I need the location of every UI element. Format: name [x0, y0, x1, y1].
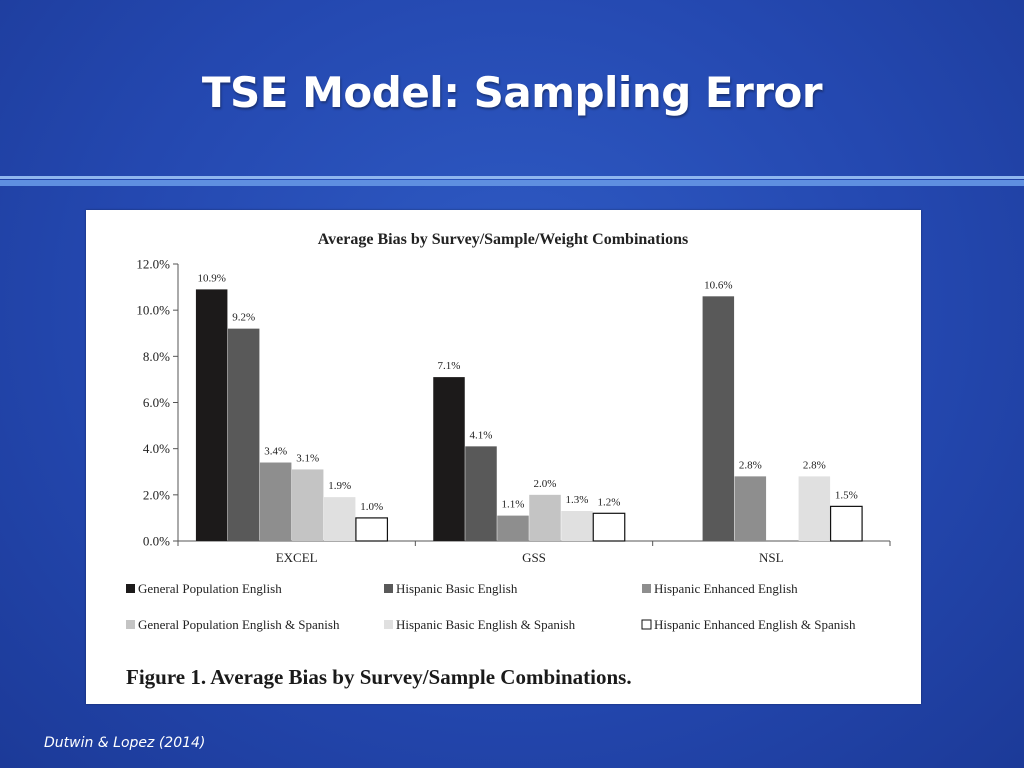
- data-label: 1.2%: [598, 496, 621, 508]
- bar: [355, 517, 389, 542]
- data-label: 3.4%: [264, 446, 287, 458]
- bar: [829, 505, 863, 542]
- data-label: 2.0%: [534, 478, 557, 490]
- legend-swatch: [126, 620, 135, 629]
- data-label: 1.0%: [360, 501, 383, 513]
- y-tick-label: 8.0%: [143, 349, 170, 364]
- y-tick-label: 10.0%: [136, 303, 170, 318]
- bar: [734, 476, 767, 541]
- chart-title: Average Bias by Survey/Sample/Weight Com…: [318, 231, 688, 248]
- slide-title: TSE Model: Sampling Error: [201, 68, 823, 117]
- y-tick-label: 0.0%: [143, 534, 170, 549]
- y-tick-label: 4.0%: [143, 441, 170, 456]
- x-tick-label: NSL: [759, 550, 784, 565]
- bar: [465, 446, 497, 541]
- legend-swatch: [642, 584, 651, 593]
- x-tick-label: EXCEL: [276, 550, 318, 565]
- bar: [291, 469, 324, 541]
- bar: [561, 510, 593, 541]
- data-label: 3.1%: [296, 452, 319, 464]
- bar: [592, 512, 626, 542]
- legend-label: General Population English: [138, 581, 282, 596]
- legend-label: Hispanic Enhanced English: [654, 581, 798, 596]
- bias-bar-chart: Average Bias by Survey/Sample/Weight Com…: [126, 231, 891, 632]
- data-label: 1.3%: [566, 494, 589, 506]
- legend-label: Hispanic Enhanced English & Spanish: [654, 617, 856, 632]
- data-label: 10.6%: [704, 279, 732, 291]
- data-label: 1.5%: [835, 489, 858, 501]
- data-label: 9.2%: [232, 312, 255, 324]
- legend-label: Hispanic Basic English & Spanish: [396, 617, 576, 632]
- bar: [195, 289, 228, 541]
- data-label: 1.9%: [328, 480, 351, 492]
- legend-swatch: [126, 584, 135, 593]
- bar: [323, 497, 356, 541]
- legend-swatch: [384, 584, 393, 593]
- data-label: 7.1%: [438, 360, 461, 372]
- bar: [497, 515, 529, 541]
- legend-label: Hispanic Basic English: [396, 581, 518, 596]
- bar: [433, 377, 465, 541]
- bar: [227, 328, 260, 541]
- figure-caption: Figure 1. Average Bias by Survey/Sample …: [126, 665, 632, 689]
- title-divider: [0, 176, 1024, 179]
- bar: [702, 296, 735, 541]
- y-tick-label: 12.0%: [136, 257, 170, 272]
- data-label: 1.1%: [502, 499, 525, 511]
- legend-label: General Population English & Spanish: [138, 617, 340, 632]
- bar: [529, 494, 561, 541]
- figure-panel: Average Bias by Survey/Sample/Weight Com…: [86, 210, 921, 704]
- source-credit: Dutwin & Lopez (2014): [44, 735, 206, 751]
- data-label: 2.8%: [739, 459, 762, 471]
- data-label: 2.8%: [803, 459, 826, 471]
- y-tick-label: 2.0%: [143, 487, 170, 502]
- bar: [259, 462, 292, 541]
- y-tick-label: 6.0%: [143, 395, 170, 410]
- data-label: 10.9%: [197, 272, 225, 284]
- legend-swatch: [641, 619, 652, 630]
- x-tick-label: GSS: [522, 550, 546, 565]
- title-divider-shadow: [0, 180, 1024, 186]
- legend-swatch: [384, 620, 393, 629]
- data-label: 4.1%: [470, 429, 493, 441]
- bar: [798, 476, 831, 541]
